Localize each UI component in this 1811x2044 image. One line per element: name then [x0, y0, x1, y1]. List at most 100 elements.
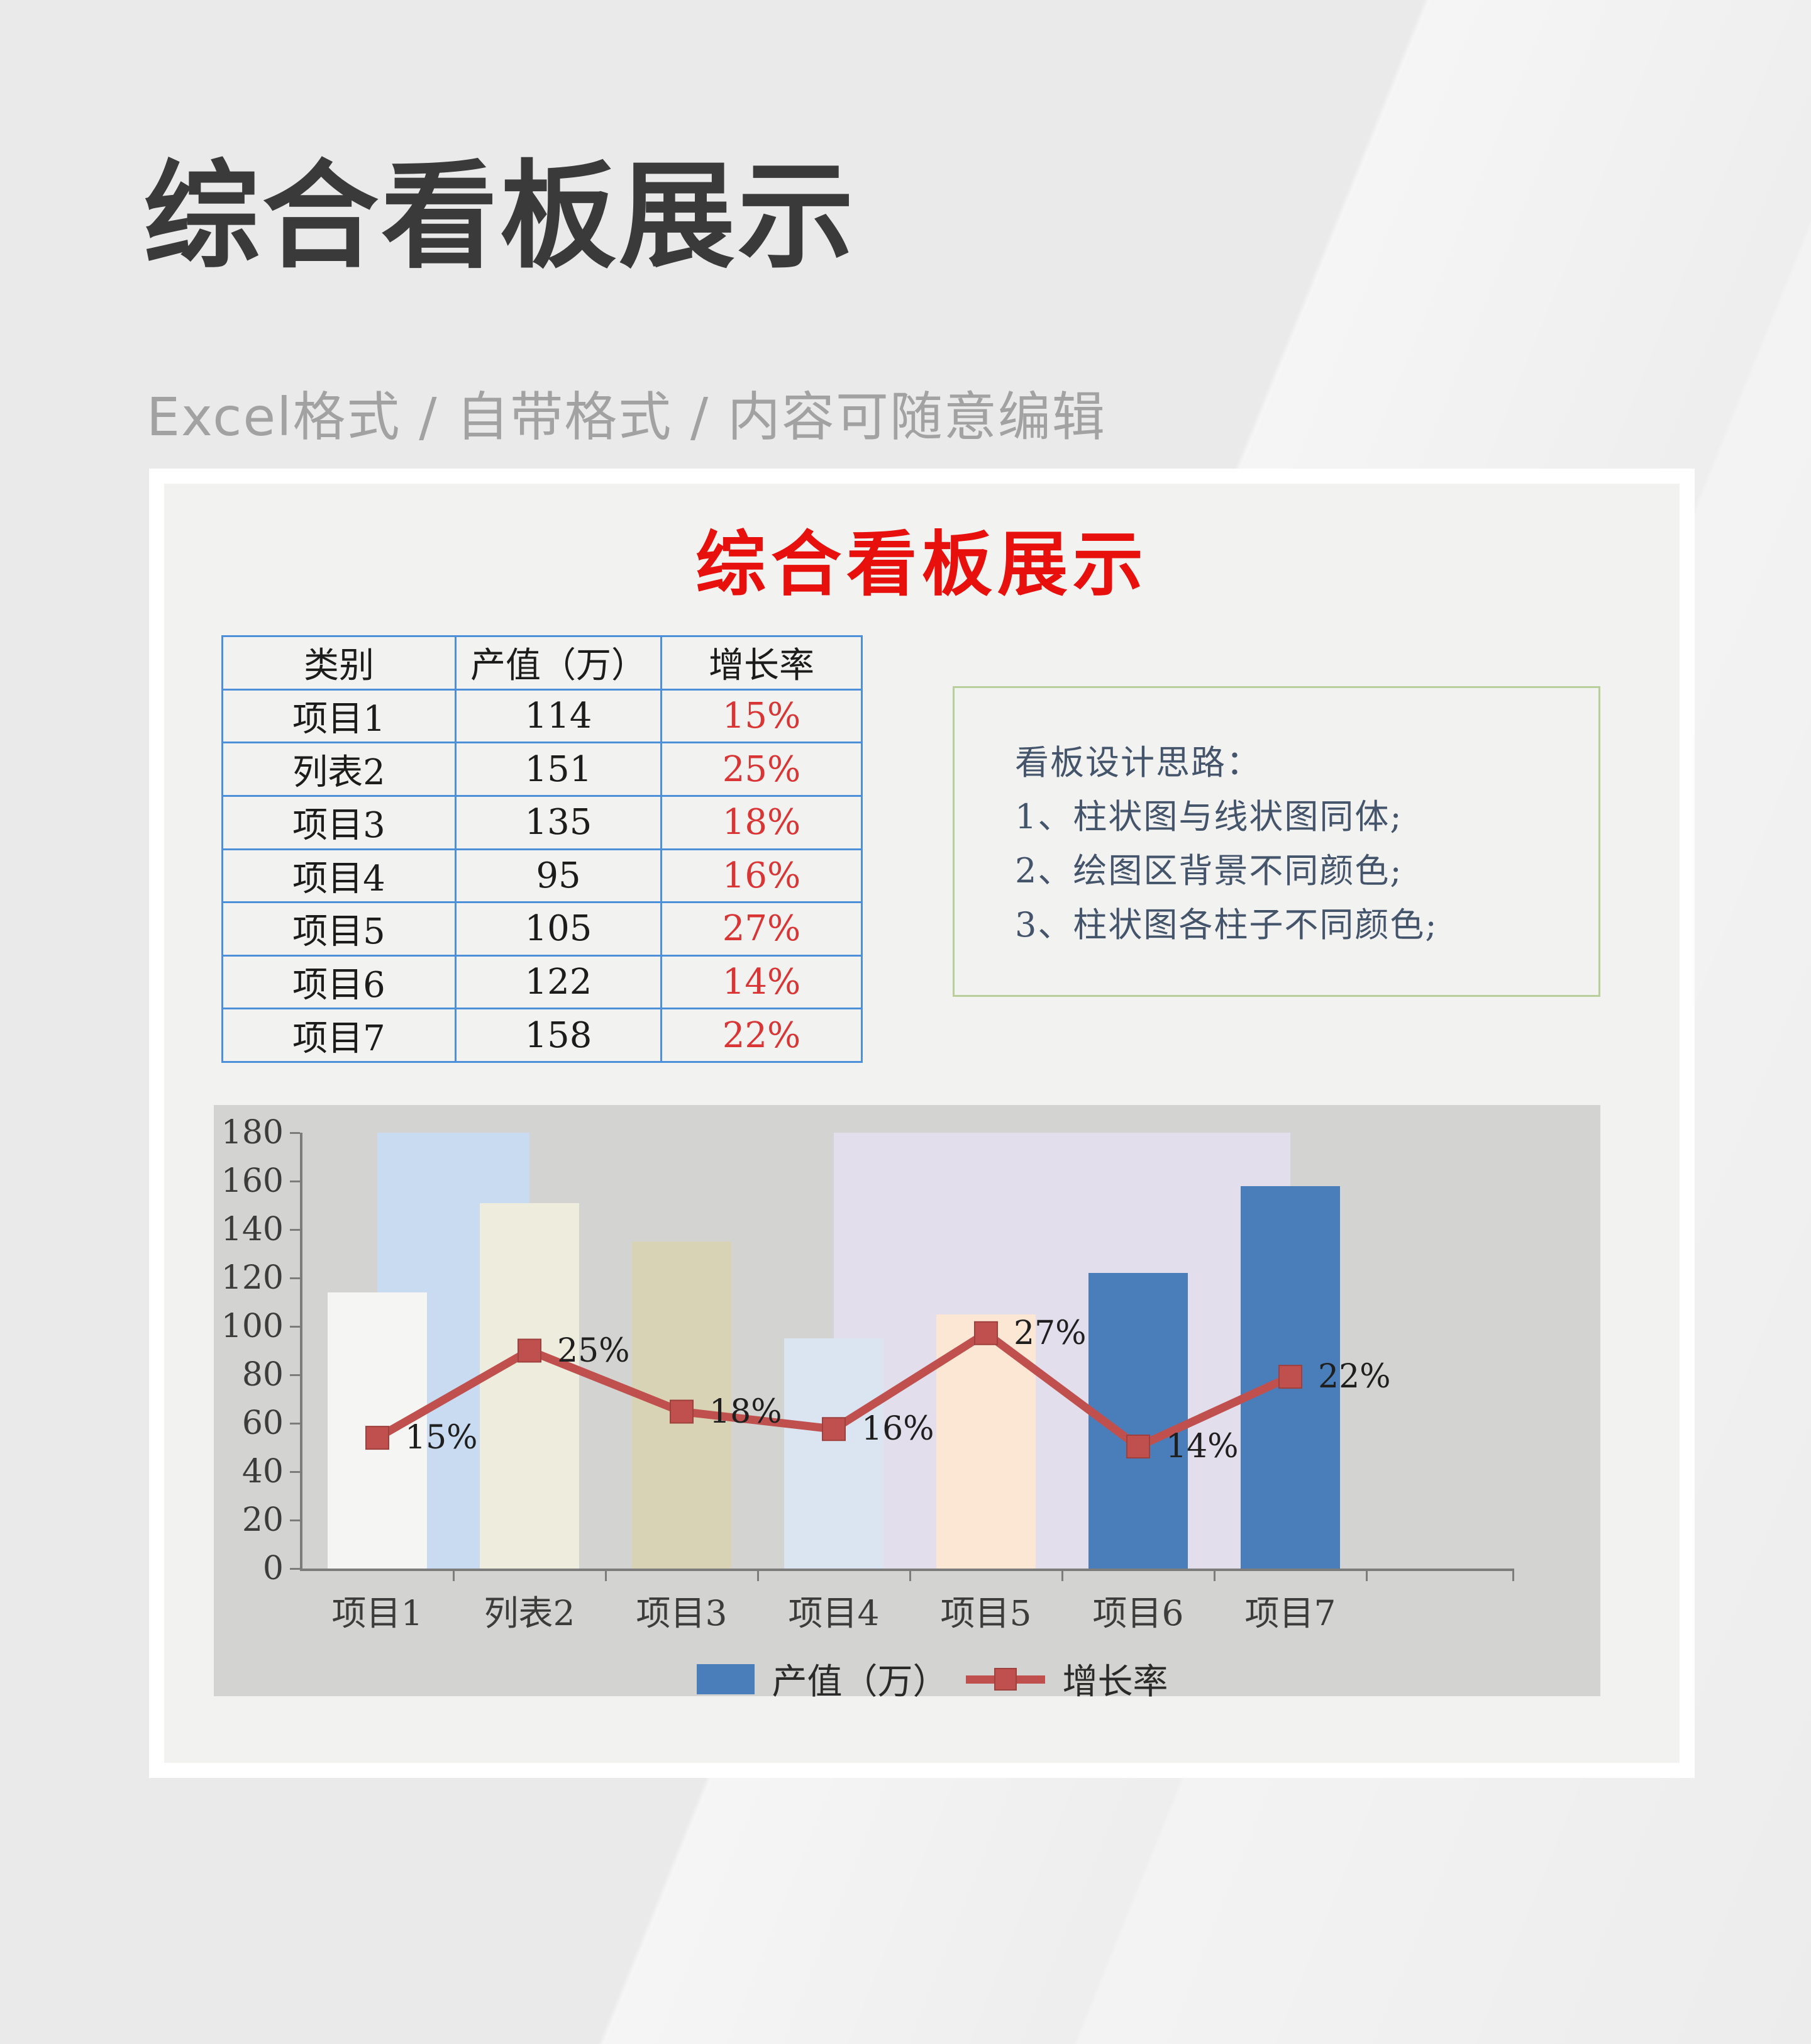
line-marker: [1126, 1434, 1150, 1458]
y-axis-tick: [290, 1519, 300, 1521]
y-axis-label: 120: [221, 1259, 284, 1297]
rate-cell: 25%: [660, 742, 863, 797]
data-label: 22%: [1318, 1358, 1391, 1396]
line-marker: [822, 1417, 846, 1441]
data-label: 25%: [557, 1331, 630, 1370]
y-axis-tick: [290, 1326, 300, 1328]
y-axis-label: 140: [221, 1211, 284, 1248]
card-title: 综合看板展示: [695, 523, 1148, 606]
category-cell: 项目3: [221, 794, 457, 850]
y-axis-tick: [290, 1374, 300, 1376]
line-marker: [518, 1338, 541, 1363]
header-cell: 增长率: [660, 635, 863, 691]
y-axis-tick: [290, 1180, 300, 1182]
table-row: 项目5 105 27%: [221, 901, 863, 957]
table-row: 项目7 158 22%: [221, 1008, 863, 1063]
combo-chart: 0 20 40 60 80 100 120 140 160 180 项目1 列表2 项目3 项目4 项目5 项…: [214, 1105, 1600, 1702]
header-cell: 类别: [221, 635, 457, 691]
x-axis-tick: [1366, 1571, 1368, 1581]
x-axis-label: 列表2: [484, 1593, 575, 1633]
bar: [480, 1203, 579, 1569]
y-axis-tick: [290, 1471, 300, 1473]
data-label: 16%: [861, 1410, 934, 1448]
x-axis-tick: [453, 1571, 455, 1581]
data-label: 18%: [709, 1392, 782, 1431]
legend: 产值（万） 增长率: [696, 1653, 1168, 1704]
x-axis-line: [300, 1569, 1514, 1571]
page-subtitle: Excel格式 / 自带格式 / 内容可随意编辑: [147, 386, 1106, 448]
y-axis-label: 80: [241, 1356, 284, 1394]
x-axis-label: 项目5: [940, 1593, 1032, 1633]
value-cell: 105: [455, 901, 662, 957]
x-axis-tick: [757, 1571, 759, 1581]
bar: [784, 1338, 883, 1569]
line-marker: [365, 1426, 389, 1450]
legend-swatch-line: [965, 1664, 1045, 1694]
table-row: 项目4 95 16%: [221, 848, 863, 904]
note-item: 3、柱状图各柱子不同颜色;: [1015, 905, 1438, 945]
legend-swatch-bar: [696, 1664, 755, 1694]
line-marker: [1278, 1365, 1302, 1389]
table-row: 列表2 151 25%: [221, 742, 863, 797]
line-marker: [974, 1321, 998, 1345]
rate-cell: 22%: [660, 1008, 863, 1063]
notes-title: 看板设计思路：: [1015, 743, 1261, 782]
note-item: 2、绘图区背景不同颜色;: [1015, 851, 1403, 891]
table-row: 项目6 122 14%: [221, 954, 863, 1010]
y-axis-label: 40: [241, 1453, 284, 1491]
x-axis-label: 项目3: [636, 1593, 728, 1633]
dashboard-card: 综合看板展示 类别 产值（万） 增长率 项目1 114 15% 列表2 151 25% 项目3 13…: [149, 469, 1695, 1778]
value-cell: 135: [455, 794, 662, 850]
header-cell: 产值（万）: [455, 635, 662, 691]
data-label: 15%: [405, 1419, 478, 1457]
y-axis-tick: [290, 1132, 300, 1134]
value-cell: 114: [455, 688, 662, 744]
line-marker: [670, 1399, 694, 1424]
y-axis-label: 180: [221, 1114, 284, 1152]
y-axis-label: 0: [262, 1550, 284, 1587]
category-cell: 项目4: [221, 848, 457, 904]
table-row: 项目3 135 18%: [221, 794, 863, 850]
page-title: 综合看板展示: [143, 148, 856, 284]
legend-label: 增长率: [1062, 1662, 1168, 1702]
category-cell: 项目6: [221, 954, 457, 1010]
y-axis-label: 100: [221, 1308, 284, 1345]
rate-cell: 15%: [660, 688, 863, 744]
x-axis-label: 项目4: [788, 1593, 880, 1633]
value-cell: 151: [455, 742, 662, 797]
note-item: 1、柱状图与线状图同体;: [1015, 797, 1403, 836]
legend-line-marker: [994, 1667, 1017, 1691]
legend-label: 产值（万）: [772, 1662, 948, 1702]
x-axis-tick: [1214, 1571, 1216, 1581]
x-axis-label: 项目7: [1244, 1593, 1336, 1633]
notes-box: 看板设计思路： 1、柱状图与线状图同体; 2、绘图区背景不同颜色; 3、柱状图各柱子…: [953, 686, 1600, 997]
data-label: 27%: [1014, 1314, 1087, 1352]
y-axis-label: 20: [241, 1501, 284, 1539]
table-header-row: 类别 产值（万） 增长率: [221, 635, 863, 691]
y-axis-tick: [290, 1568, 300, 1570]
growth-rate-line: [365, 1321, 1302, 1458]
y-axis-label: 60: [241, 1404, 284, 1442]
value-cell: 95: [455, 848, 662, 904]
data-label: 14%: [1166, 1427, 1239, 1465]
x-axis-label: 项目6: [1092, 1593, 1184, 1633]
plot-background-band: [834, 1133, 1290, 1569]
rate-cell: 14%: [660, 954, 863, 1010]
y-axis-tick: [290, 1423, 300, 1425]
y-axis-line: [300, 1133, 302, 1571]
x-axis-tick: [909, 1571, 911, 1581]
category-cell: 项目5: [221, 901, 457, 957]
category-cell: 项目7: [221, 1008, 457, 1063]
x-axis-tick: [1512, 1571, 1514, 1581]
x-axis-label: 项目1: [331, 1593, 423, 1633]
category-cell: 项目1: [221, 688, 457, 744]
rate-cell: 16%: [660, 848, 863, 904]
rate-cell: 27%: [660, 901, 863, 957]
y-axis-label: 160: [221, 1162, 284, 1200]
x-axis-tick: [605, 1571, 607, 1581]
y-axis-tick: [290, 1277, 300, 1279]
value-cell: 122: [455, 954, 662, 1010]
data-table: 类别 产值（万） 增长率 项目1 114 15% 列表2 151 25% 项目3 135 18% 项目4…: [221, 635, 863, 1063]
x-axis-tick: [1061, 1571, 1063, 1581]
